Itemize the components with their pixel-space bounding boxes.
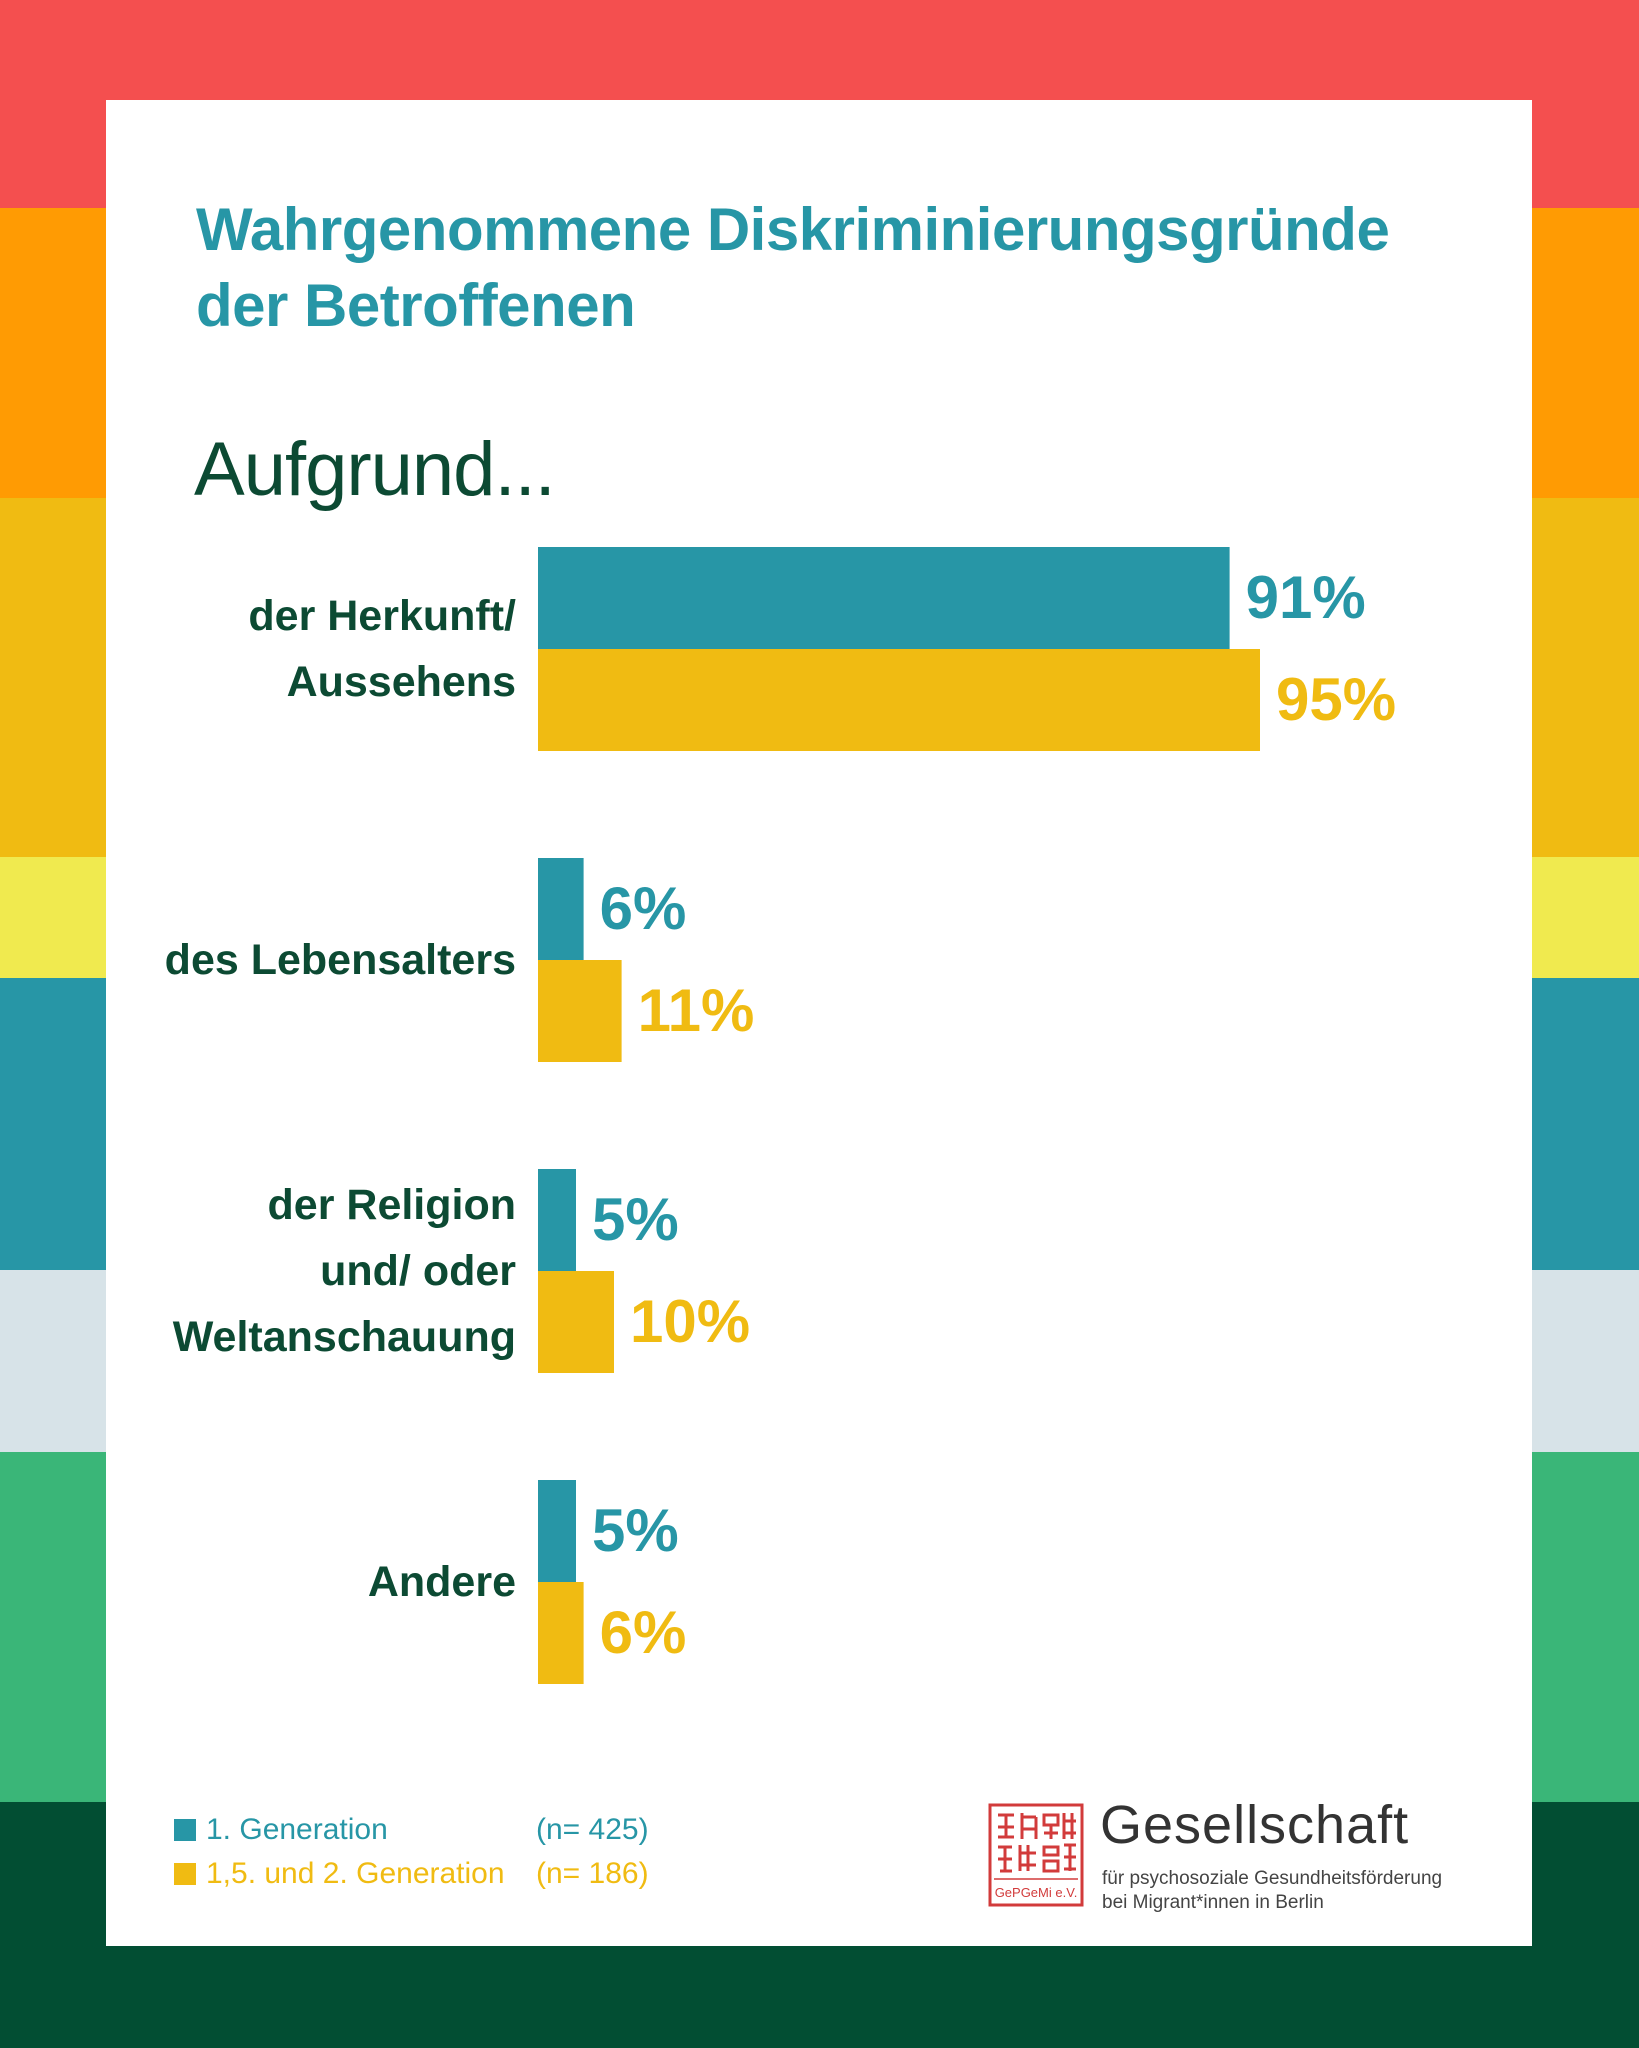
data-label-series2-0: 95% <box>1276 666 1396 733</box>
data-label-series2-3: 6% <box>600 1599 687 1666</box>
organization-logo: GePGeMi e.V. Gesellschaft für psychosozi… <box>988 1795 1508 1913</box>
legend-swatch-series2 <box>174 1863 196 1885</box>
data-label-series1-1: 6% <box>600 875 687 942</box>
category-label-2-line-1: und/ oder <box>320 1247 516 1295</box>
bar-series1-3 <box>538 1480 576 1582</box>
category-label-3-line-0: Andere <box>368 1558 516 1606</box>
legend-item-series2: 1,5. und 2. Generation (n= 186) <box>174 1854 774 1894</box>
category-label-1-line-0: des Lebensalters <box>165 936 516 984</box>
logo-tagline-line-2: bei Migrant*innen in Berlin <box>1102 1892 1324 1913</box>
infographic-card: Wahrgenommene Diskriminierungsgründe der… <box>106 100 1532 1946</box>
category-label-2-line-2: Weltanschauung <box>173 1313 516 1361</box>
category-label-0-line-0: der Herkunft/ <box>248 592 516 640</box>
legend-item-series1: 1. Generation (n= 425) <box>174 1810 774 1850</box>
bar-series2-0 <box>538 649 1260 751</box>
data-label-series1-0: 91% <box>1246 564 1366 631</box>
bar-series2-3 <box>538 1582 584 1684</box>
bar-chart: 91% 95% der Herkunft/Aussehens 6% 11% des Leb… <box>165 547 1396 1684</box>
title-line-2: der Betroffenen <box>196 272 636 339</box>
chart-subtitle: Aufgrund... <box>194 427 556 512</box>
seal-text: GePGeMi e.V. <box>995 1885 1078 1900</box>
data-label-series1-3: 5% <box>592 1497 679 1564</box>
logo-tagline-line-1: für psychosoziale Gesundheitsförderung <box>1102 1868 1443 1889</box>
legend-swatch-series1 <box>174 1819 196 1841</box>
bar-series1-1 <box>538 858 584 960</box>
data-label-series2-2: 10% <box>630 1288 750 1355</box>
data-label-series1-2: 5% <box>592 1186 679 1253</box>
category-label-0-line-1: Aussehens <box>287 658 516 706</box>
bar-series2-1 <box>538 960 622 1062</box>
data-label-series2-1: 11% <box>638 977 755 1044</box>
seal-logo-icon: GePGeMi e.V. <box>988 1803 1084 1907</box>
legend-sample-size-series1: (n= 425) <box>536 1813 649 1846</box>
legend-sample-size-series2: (n= 186) <box>536 1857 649 1890</box>
bar-series2-2 <box>538 1271 614 1373</box>
bar-series1-0 <box>538 547 1230 649</box>
chart-title: Wahrgenommene Diskriminierungsgründe der… <box>196 192 1496 344</box>
legend-label-series1: 1. Generation <box>206 1813 388 1846</box>
logo-name: Gesellschaft <box>1100 1795 1410 1855</box>
legend-label-series2: 1,5. und 2. Generation <box>206 1857 505 1890</box>
category-label-2-line-0: der Religion <box>268 1181 516 1229</box>
title-line-1: Wahrgenommene Diskriminierungsgründe <box>196 196 1390 263</box>
bar-series1-2 <box>538 1169 576 1271</box>
